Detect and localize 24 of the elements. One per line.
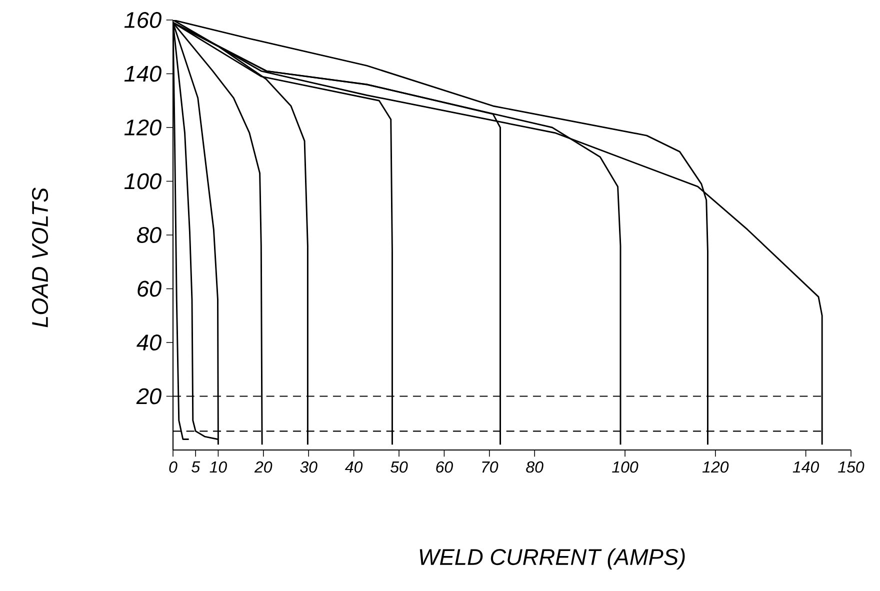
y-tick-label: 160 [124, 12, 162, 28]
x-tick-label: 10 [210, 461, 227, 473]
x-tick-label: 0 [169, 461, 178, 473]
y-tick-label: 80 [137, 226, 162, 244]
x-tick-label: 20 [254, 461, 272, 473]
y-axis-title: LOAD VOLTS [32, 188, 48, 328]
x-tick-label: 60 [436, 461, 453, 473]
x-tick-label: 100 [612, 461, 638, 473]
x-tick-label: 120 [702, 461, 729, 473]
x-tick-label: 40 [345, 461, 363, 473]
x-tick-label: 80 [526, 461, 544, 473]
x-tick-label: 5 [192, 461, 200, 473]
x-axis-title: WELD CURRENT (AMPS) [420, 548, 685, 570]
y-tick-label: 20 [136, 388, 162, 404]
y-tick-label: 100 [124, 173, 162, 190]
y-tick-label: 140 [124, 66, 162, 82]
x-tick-label: 70 [482, 461, 498, 473]
x-tick-label: 150 [838, 461, 864, 473]
x-tick-label: 30 [300, 461, 318, 473]
x-tick-label: 140 [792, 461, 820, 473]
y-tick-label: 60 [138, 280, 162, 297]
x-tick-label: 50 [390, 461, 408, 473]
y-tick-label: 120 [124, 119, 162, 136]
y-tick-label: 40 [136, 334, 162, 351]
